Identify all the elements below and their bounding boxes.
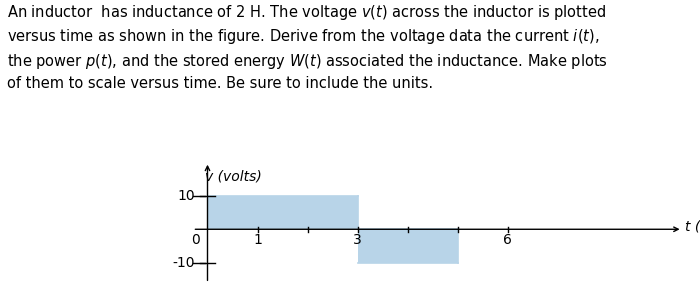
- Text: 6: 6: [503, 233, 512, 247]
- Text: v (volts): v (volts): [205, 170, 262, 184]
- Text: 3: 3: [353, 233, 362, 247]
- Text: 0: 0: [191, 233, 200, 247]
- Polygon shape: [207, 196, 358, 229]
- Text: 10: 10: [177, 188, 195, 203]
- Polygon shape: [358, 229, 458, 263]
- Text: An inductor  has inductance of 2 H. The voltage $v(t)$ across the inductor is pl: An inductor has inductance of 2 H. The v…: [7, 3, 608, 91]
- Text: 1: 1: [253, 233, 262, 247]
- Text: t (s): t (s): [685, 220, 700, 234]
- Text: -10: -10: [172, 256, 195, 270]
